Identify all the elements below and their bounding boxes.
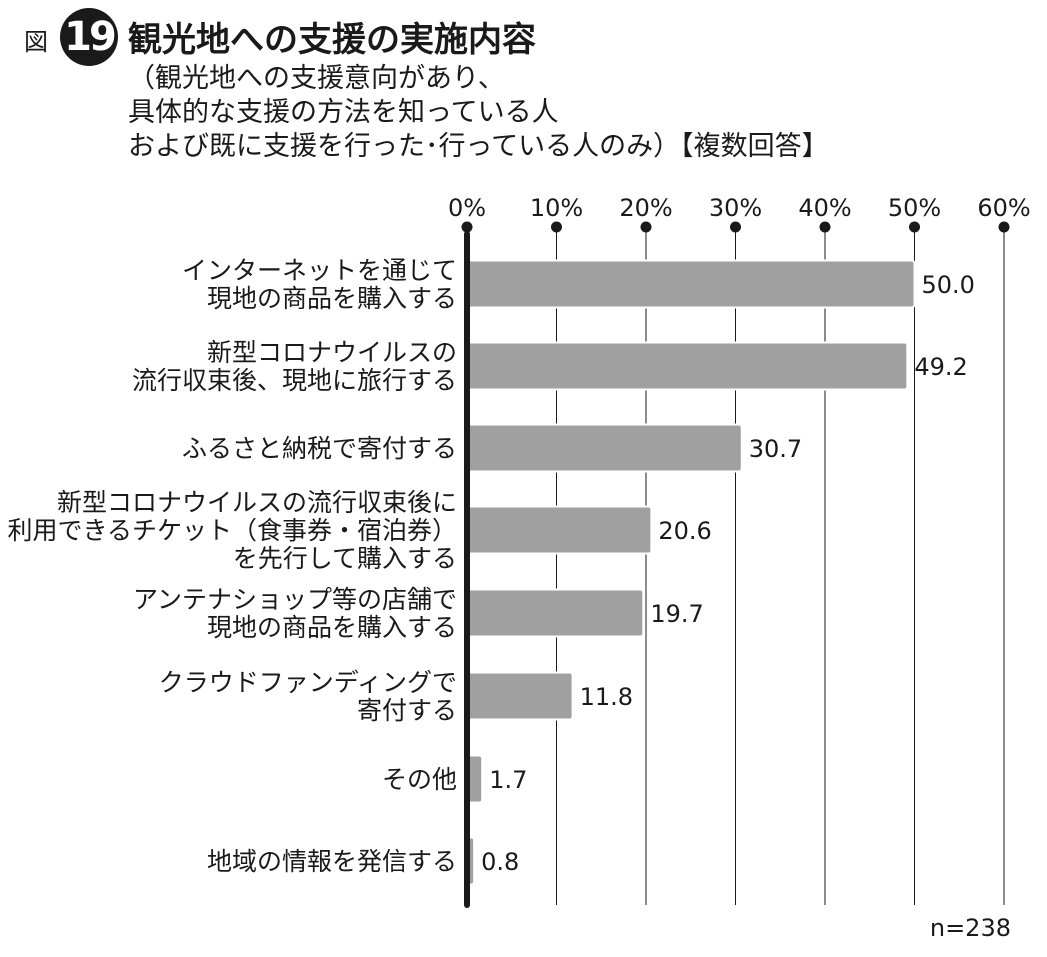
tick-label: 0% xyxy=(448,194,486,222)
tick-label: 20% xyxy=(619,194,672,222)
tick-label: 40% xyxy=(798,194,851,222)
tick-label: 30% xyxy=(709,194,762,222)
category-label-line: 流行収束後、現地に旅行する xyxy=(132,366,457,395)
category-label-line: 新型コロナウイルスの流行収束後に xyxy=(57,488,457,517)
category-label-line: インターネットを通じて xyxy=(182,256,457,285)
category-label-line: ふるさと納税で寄付する xyxy=(182,434,457,463)
category-label: その他 xyxy=(382,765,457,794)
value-label: 20.6 xyxy=(658,517,711,545)
tick-dot xyxy=(461,221,473,233)
value-label: 49.2 xyxy=(914,353,967,381)
bar xyxy=(466,259,916,309)
category-label-line: その他 xyxy=(382,765,457,794)
category-label: ふるさと納税で寄付する xyxy=(182,434,457,463)
category-label: アンテナショップ等の店舗で現地の商品を購入する xyxy=(133,585,457,642)
category-label-line: クラウドファンディングで xyxy=(159,668,457,697)
chart-subtitle-line-3: および既に支援を行った･行っている人のみ）【複数回答】 xyxy=(128,131,829,162)
category-label-line: 新型コロナウイルスの xyxy=(207,338,457,367)
value-label: 50.0 xyxy=(922,271,975,299)
bar xyxy=(466,505,653,555)
sample-size-label: n=238 xyxy=(929,914,1011,942)
chart-title: 観光地への支援の実施内容 xyxy=(128,20,536,60)
bar xyxy=(466,671,574,721)
category-label-line: 利用できるチケット（食事券・宿泊券） xyxy=(7,516,457,545)
value-label: 0.8 xyxy=(481,848,519,876)
tick-dot xyxy=(909,221,920,233)
tick-dot xyxy=(819,221,831,233)
bar xyxy=(466,588,645,638)
tick-label: 60% xyxy=(977,194,1030,222)
category-label: インターネットを通じて現地の商品を購入する xyxy=(182,256,457,313)
bar xyxy=(466,423,743,473)
tick-dot xyxy=(998,221,1010,233)
category-label: 新型コロナウイルスの流行収束後に利用できるチケット（食事券・宿泊券）を先行して購… xyxy=(7,488,457,573)
figure-label: 図 xyxy=(24,28,48,56)
value-label: 30.7 xyxy=(749,435,802,463)
tick-label: 10% xyxy=(530,194,583,222)
bar xyxy=(466,341,909,391)
tick-dot xyxy=(730,221,741,233)
chart-subtitle-line-2: 具体的な支援の方法を知っている人 xyxy=(128,97,559,128)
category-label-line: 現地の商品を購入する xyxy=(207,284,457,313)
tick-dot xyxy=(551,221,562,233)
category-label-line: 寄付する xyxy=(357,696,457,725)
category-label: 新型コロナウイルスの流行収束後、現地に旅行する xyxy=(132,338,457,395)
category-label-line: アンテナショップ等の店舗で xyxy=(133,585,457,614)
chart-subtitle-line-1: （観光地への支援意向があり、 xyxy=(128,63,505,94)
value-label: 19.7 xyxy=(650,600,703,628)
value-label: 11.8 xyxy=(580,683,633,711)
value-label: 1.7 xyxy=(489,766,527,794)
category-label-line: 現地の商品を購入する xyxy=(207,613,457,642)
tick-label: 50% xyxy=(888,194,941,222)
tick-dot xyxy=(640,221,652,233)
category-label: クラウドファンディングで寄付する xyxy=(159,668,457,725)
category-label-line: を先行して購入する xyxy=(233,544,457,573)
category-label-line: 地域の情報を発信する xyxy=(207,847,457,876)
category-label: 地域の情報を発信する xyxy=(207,847,457,876)
figure-number-badge: 19 xyxy=(60,8,118,66)
